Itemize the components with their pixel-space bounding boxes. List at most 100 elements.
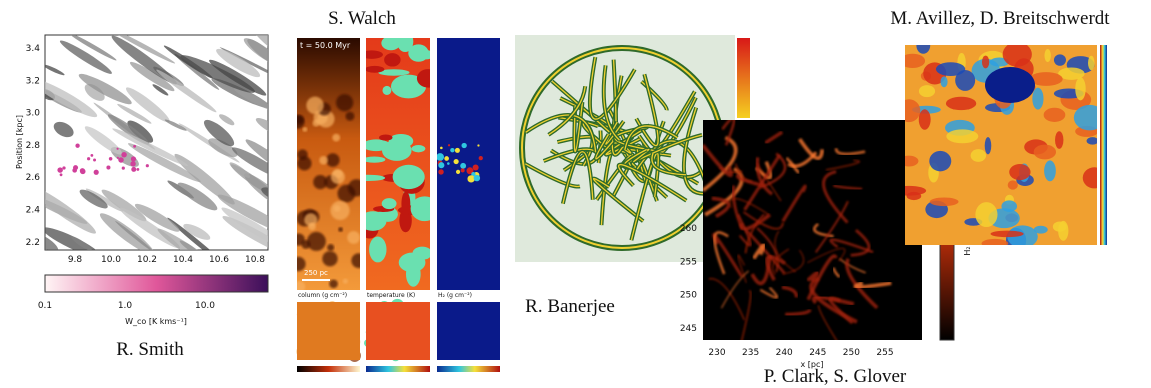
clump xyxy=(438,169,444,175)
streak xyxy=(45,186,96,234)
streak xyxy=(125,87,170,123)
emission xyxy=(116,147,119,150)
patch xyxy=(369,236,387,263)
streak xyxy=(85,188,124,212)
patch xyxy=(397,38,414,53)
streak xyxy=(152,84,169,96)
colorbar xyxy=(1100,45,1107,245)
patch xyxy=(905,99,921,123)
patch xyxy=(1002,45,1032,67)
streak xyxy=(266,48,268,65)
temperature-texture xyxy=(366,38,430,287)
streak xyxy=(167,217,229,250)
patch xyxy=(1007,225,1038,245)
streak xyxy=(261,187,268,201)
filament xyxy=(630,152,659,241)
filament xyxy=(785,157,800,174)
patch xyxy=(929,197,959,207)
colorbar-tick-label: 10.0 xyxy=(195,301,215,311)
streak xyxy=(45,64,65,76)
filament xyxy=(759,286,779,299)
filament xyxy=(720,270,749,309)
filament xyxy=(742,211,784,230)
clump xyxy=(438,162,445,169)
streak xyxy=(208,138,238,158)
filament xyxy=(721,120,736,146)
clump xyxy=(460,168,465,173)
clump xyxy=(297,280,306,290)
streak xyxy=(53,121,74,138)
filament xyxy=(703,143,733,178)
emission xyxy=(131,166,137,172)
emission xyxy=(136,167,140,171)
emission xyxy=(93,158,97,162)
streak xyxy=(59,40,112,74)
y-tick-label: 3.4 xyxy=(26,44,41,54)
streak xyxy=(164,119,187,131)
void xyxy=(985,67,1035,103)
streak xyxy=(112,128,188,166)
patch xyxy=(1075,77,1086,101)
streak xyxy=(99,213,155,250)
filament xyxy=(729,198,769,215)
filament xyxy=(756,227,779,273)
patch xyxy=(382,85,392,96)
streak xyxy=(183,223,211,240)
x-tick-label: 10.4 xyxy=(173,255,193,265)
x-tick-label: 255 xyxy=(876,348,893,358)
y-tick-label: 2.8 xyxy=(26,141,41,151)
filament xyxy=(603,65,620,141)
streak xyxy=(229,162,251,178)
h2-panel-small xyxy=(437,302,500,360)
clump xyxy=(477,144,480,147)
patch xyxy=(905,155,919,167)
patch xyxy=(418,50,430,60)
streak xyxy=(219,114,235,126)
temperature-panel-small xyxy=(366,302,430,360)
filament xyxy=(711,196,731,218)
filament xyxy=(822,170,849,224)
patch xyxy=(1043,107,1066,122)
patch xyxy=(955,69,976,91)
clump xyxy=(478,155,483,161)
y-axis-label: Position [kpc] xyxy=(15,115,24,169)
clump xyxy=(467,175,475,183)
patch xyxy=(918,109,931,130)
patch xyxy=(929,150,952,172)
x-tick-label: 250 xyxy=(843,348,860,358)
streak xyxy=(216,48,261,78)
streak xyxy=(203,119,235,147)
filament xyxy=(787,151,818,168)
y-tick-label: 2.4 xyxy=(26,206,41,216)
patch xyxy=(381,198,397,210)
clump xyxy=(302,126,308,132)
streak xyxy=(221,207,268,250)
filament xyxy=(853,280,892,290)
filament xyxy=(839,258,866,274)
filament xyxy=(807,247,846,264)
emission xyxy=(118,157,124,163)
clump xyxy=(453,158,459,165)
clump xyxy=(351,253,360,269)
clump xyxy=(437,153,445,161)
clump xyxy=(336,94,354,112)
filament xyxy=(651,153,687,176)
filament xyxy=(750,255,772,286)
filament xyxy=(829,238,874,254)
streak xyxy=(180,55,255,93)
filament xyxy=(806,254,838,301)
streak xyxy=(134,203,180,232)
panel-label: column (g cm⁻²) xyxy=(298,292,347,299)
filament xyxy=(832,184,863,191)
emission xyxy=(116,156,119,159)
patch xyxy=(1032,87,1044,110)
patch xyxy=(381,38,401,51)
patch xyxy=(981,238,1009,245)
emission xyxy=(57,167,63,173)
patch xyxy=(905,53,926,69)
clump xyxy=(330,169,345,184)
filament xyxy=(845,257,879,310)
streak xyxy=(101,189,147,222)
streak xyxy=(234,88,268,111)
patch xyxy=(940,76,948,88)
